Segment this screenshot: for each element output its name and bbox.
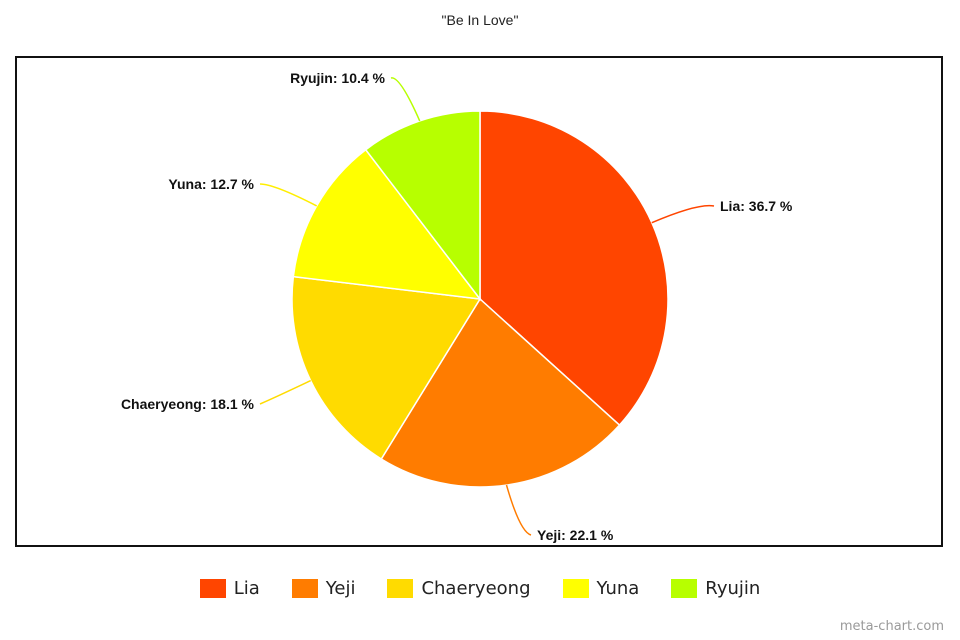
chart-title: "Be In Love" xyxy=(441,12,519,28)
legend-swatch xyxy=(387,579,414,598)
label-connector xyxy=(505,484,532,536)
pie-slices xyxy=(291,110,669,488)
legend-item-ryujin[interactable]: Ryujin xyxy=(671,578,760,599)
label-connector xyxy=(259,379,312,405)
legend-item-lia[interactable]: Lia xyxy=(199,578,260,599)
slice-label-ryujin: Ryujin: 10.4 % xyxy=(290,70,385,86)
legend-label: Yuna xyxy=(596,578,640,599)
pie-labels: Lia: 36.7 % Yeji: 22.1 % Chaeryeong: 18.1 … xyxy=(121,70,793,543)
slice-label-yuna: Yuna: 12.7 % xyxy=(168,176,254,192)
slice-label-chaeryeong: Chaeryeong: 18.1 % xyxy=(121,396,255,412)
pie-chart: Lia: 36.7 % Yeji: 22.1 % Chaeryeong: 18.1 … xyxy=(121,70,793,543)
pie-slice-ryujin[interactable] xyxy=(364,110,481,302)
legend: Lia Yeji Chaeryeong Yuna Ryujin xyxy=(0,578,960,599)
pie-label-connectors xyxy=(259,77,715,536)
chart-frame xyxy=(15,56,943,547)
legend-label: Yeji xyxy=(325,578,356,599)
pie-slice-chaeryeong[interactable] xyxy=(291,275,482,461)
label-connector xyxy=(651,204,715,224)
slice-label-lia: Lia: 36.7 % xyxy=(720,198,793,214)
legend-label: Lia xyxy=(233,578,260,599)
legend-label: Ryujin xyxy=(705,578,761,599)
label-connector xyxy=(390,77,421,122)
legend-swatch xyxy=(562,579,589,598)
legend-item-yeji[interactable]: Yeji xyxy=(291,578,356,599)
legend-item-yuna[interactable]: Yuna xyxy=(562,578,640,599)
legend-swatch xyxy=(291,579,318,598)
legend-label: Chaeryeong xyxy=(421,578,531,599)
legend-swatch xyxy=(671,579,698,598)
legend-swatch xyxy=(199,579,226,598)
label-connector xyxy=(259,183,318,207)
pie-slice-yeji[interactable] xyxy=(380,297,621,488)
watermark[interactable]: meta-chart.com xyxy=(839,619,944,634)
legend-item-chaeryeong[interactable]: Chaeryeong xyxy=(387,578,531,599)
slice-label-yeji: Yeji: 22.1 % xyxy=(537,527,614,543)
